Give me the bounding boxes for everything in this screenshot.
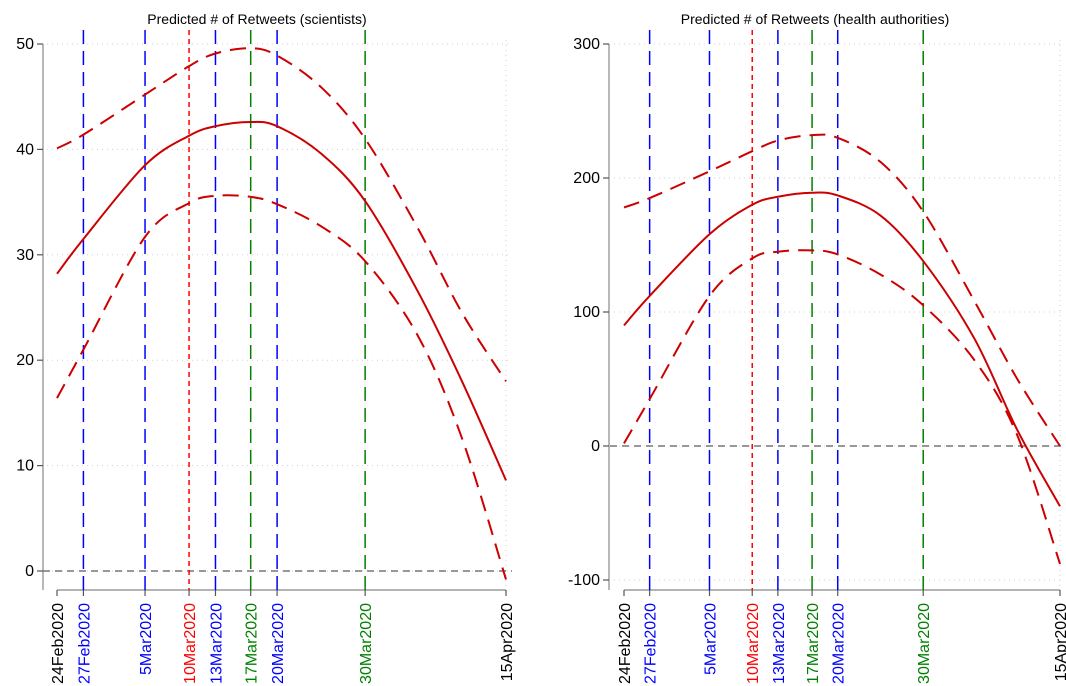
x-tick-label: 10Mar2020: [745, 603, 762, 684]
y-tick-label: 0: [25, 563, 34, 580]
x-tick-label: 5Mar2020: [702, 603, 719, 675]
x-tick-label: 13Mar2020: [208, 603, 225, 684]
x-tick-label: 13Mar2020: [771, 603, 788, 684]
confidence-bound-line: [56, 47, 507, 382]
x-tick-label: 15Apr2020: [499, 603, 516, 681]
x-tick-label: 24Feb2020: [50, 603, 67, 684]
confidence-bound-line: [623, 133, 1061, 447]
x-tick-label: 20Mar2020: [831, 603, 848, 684]
chart-panel-health-authorities: Predicted # of Retweets (health authorit…: [568, 11, 1066, 684]
y-tick-label: -100: [568, 572, 600, 589]
y-tick-label: 20: [16, 352, 34, 369]
y-tick-label: 30: [16, 247, 34, 264]
y-tick-label: 300: [573, 36, 600, 53]
confidence-bound-line: [56, 194, 507, 580]
x-tick-label: 30Mar2020: [358, 603, 375, 684]
x-tick-label: 30Mar2020: [916, 603, 933, 684]
y-tick-label: 10: [16, 458, 34, 475]
x-tick-label: 5Mar2020: [138, 603, 155, 675]
chart-title: Predicted # of Retweets (scientists): [147, 11, 366, 27]
chart-title: Predicted # of Retweets (health authorit…: [681, 11, 949, 27]
y-tick-label: 100: [573, 304, 600, 321]
x-tick-label: 17Mar2020: [244, 603, 261, 684]
y-tick-label: 200: [573, 170, 600, 187]
prediction-line: [623, 191, 1061, 507]
y-tick-label: 0: [591, 438, 600, 455]
x-tick-label: 10Mar2020: [182, 603, 199, 684]
x-tick-label: 15Apr2020: [1053, 603, 1066, 681]
y-tick-label: 40: [16, 141, 34, 158]
x-tick-label: 24Feb2020: [617, 603, 634, 684]
x-tick-label: 17Mar2020: [805, 603, 822, 684]
chart-panel-scientists: Predicted # of Retweets (scientists) 0 10 2…: [16, 11, 516, 684]
y-tick-label: 50: [16, 36, 34, 53]
confidence-bound-line: [623, 249, 1061, 565]
prediction-line: [56, 120, 507, 481]
x-tick-label: 20Mar2020: [270, 603, 287, 684]
x-tick-label: 27Feb2020: [643, 603, 660, 684]
x-tick-label: 27Feb2020: [76, 603, 93, 684]
